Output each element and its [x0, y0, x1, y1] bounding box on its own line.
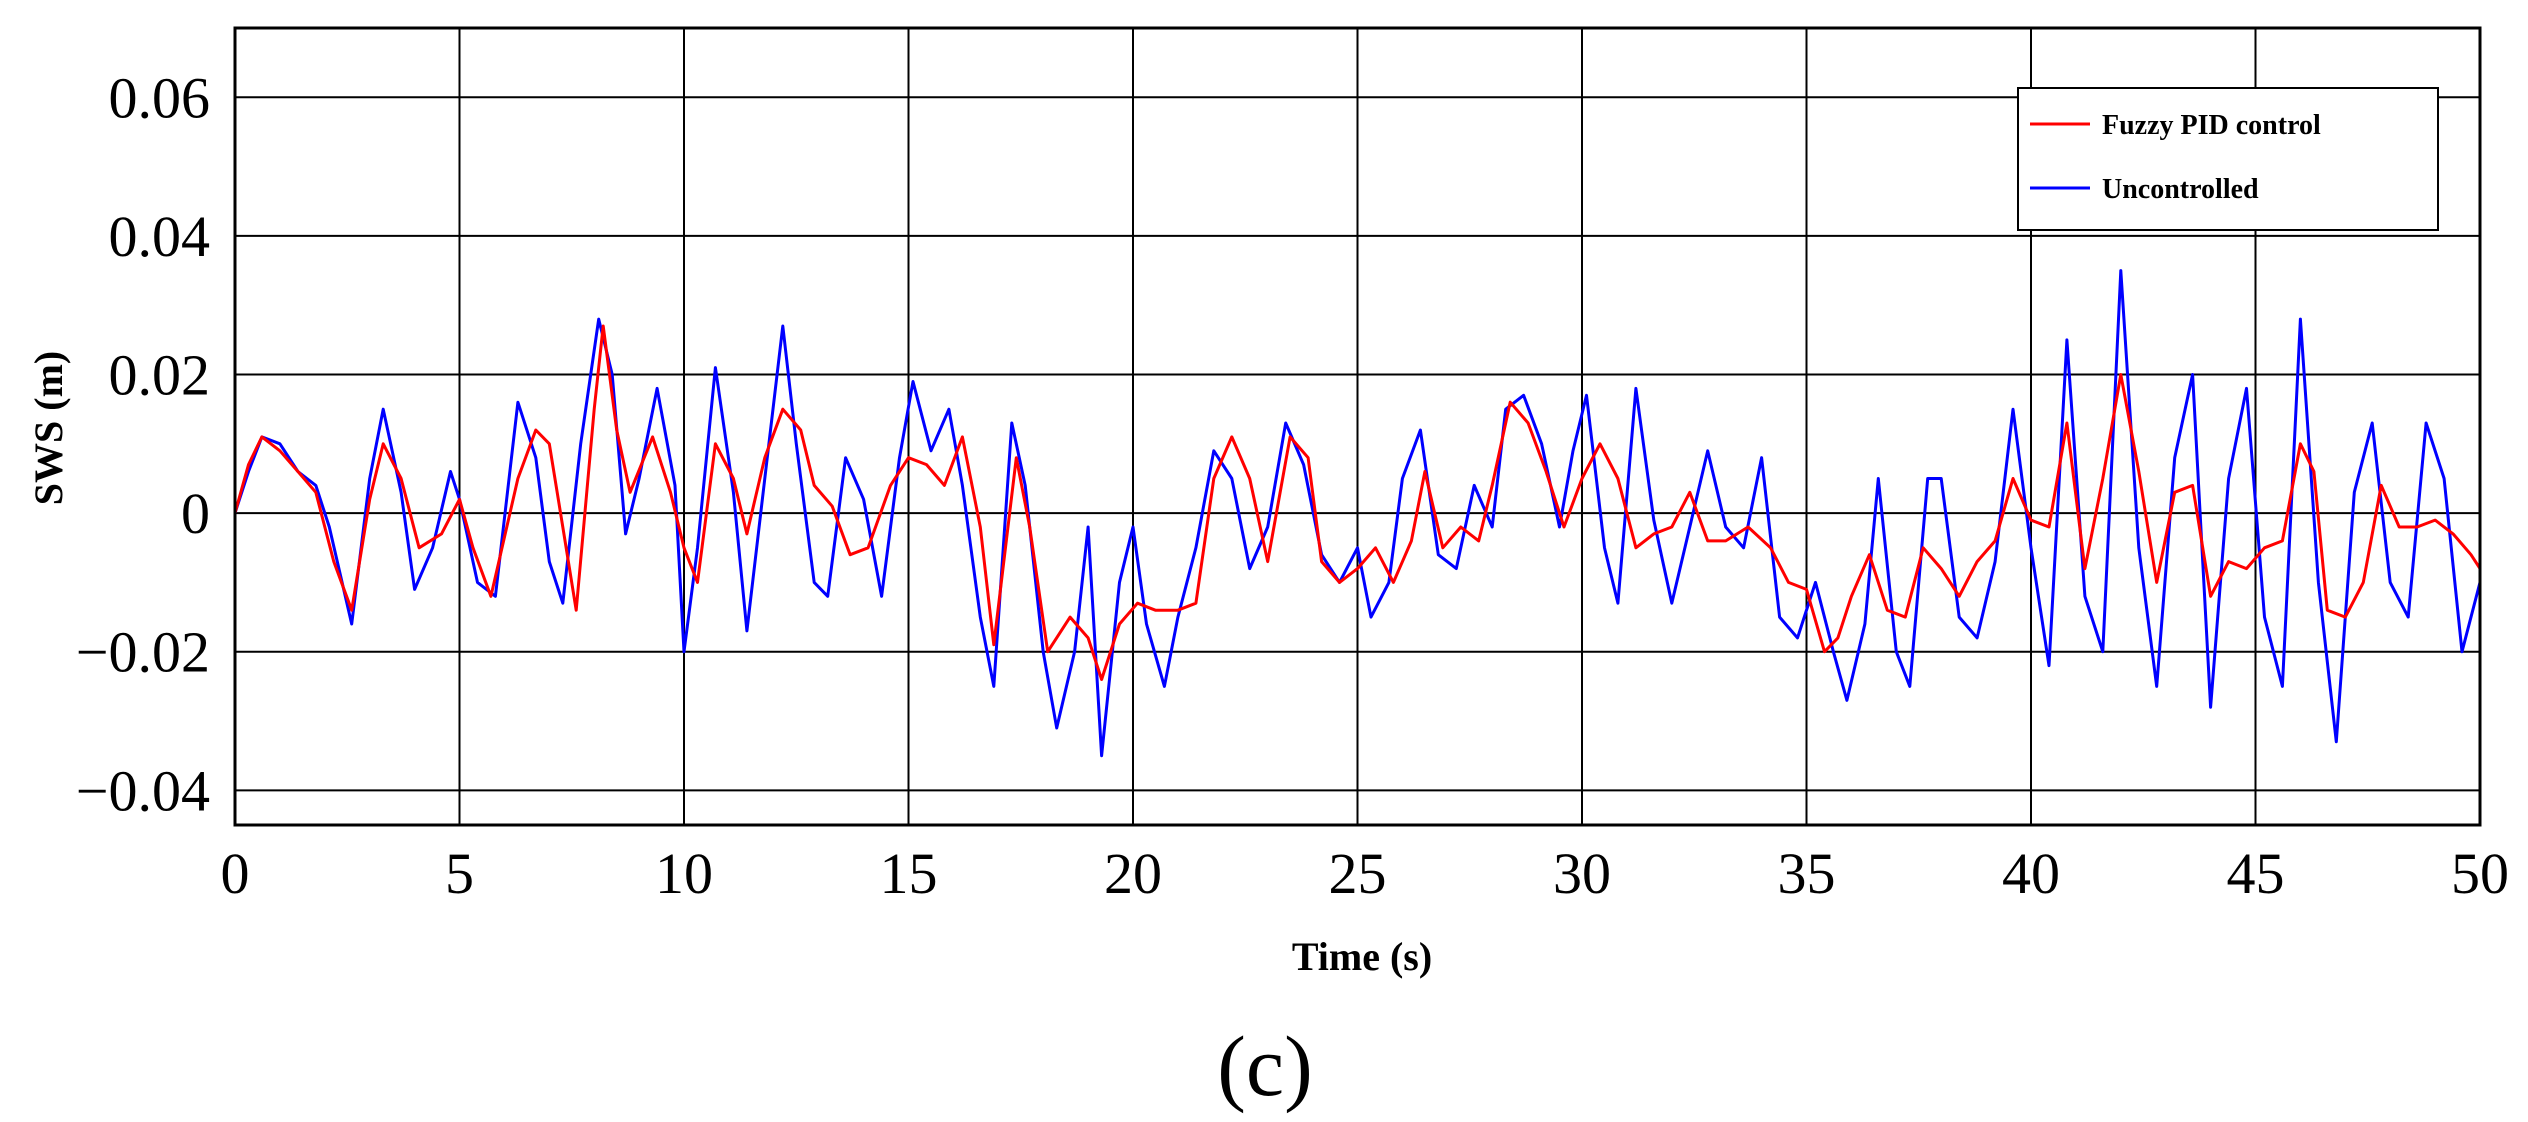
y-tick-label: 0.06 — [109, 65, 211, 130]
y-tick-label: 0.04 — [109, 204, 211, 269]
x-tick-label: 35 — [1778, 841, 1836, 906]
x-tick-label: 40 — [2002, 841, 2060, 906]
y-axis-ticks: 0.06 0.04 0.02 0 −0.02 −0.04 — [76, 65, 210, 823]
x-tick-label: 50 — [2451, 841, 2509, 906]
legend-box — [2017, 87, 2439, 231]
series-line-fuzzy-pid-control — [233, 324, 2482, 681]
x-tick-label: 45 — [2227, 841, 2285, 906]
y-tick-label: 0 — [181, 481, 210, 546]
x-axis-title: Time (s) — [1292, 934, 1432, 979]
x-axis-ticks: 0 5 10 15 20 25 30 35 40 45 50 — [221, 841, 2510, 906]
legend: Fuzzy PID control Uncontrolled — [2017, 87, 2439, 231]
legend-label-fuzzy-pid: Fuzzy PID control — [2102, 110, 2321, 141]
x-tick-label: 20 — [1104, 841, 1162, 906]
x-tick-label: 10 — [655, 841, 713, 906]
legend-label-uncontrolled: Uncontrolled — [2102, 174, 2259, 205]
figure-caption: (c) — [1217, 1018, 1312, 1114]
x-tick-label: 5 — [445, 841, 474, 906]
y-axis-title: SWS (m) — [26, 351, 71, 505]
y-tick-label: −0.02 — [76, 620, 210, 685]
y-tick-label: −0.04 — [76, 758, 210, 823]
x-tick-label: 30 — [1553, 841, 1611, 906]
x-tick-label: 15 — [880, 841, 938, 906]
plot-area-frame — [233, 26, 2482, 827]
x-tick-label: 0 — [221, 841, 250, 906]
data-series — [233, 269, 2482, 758]
x-tick-label: 25 — [1329, 841, 1387, 906]
y-tick-label: 0.02 — [109, 343, 211, 408]
